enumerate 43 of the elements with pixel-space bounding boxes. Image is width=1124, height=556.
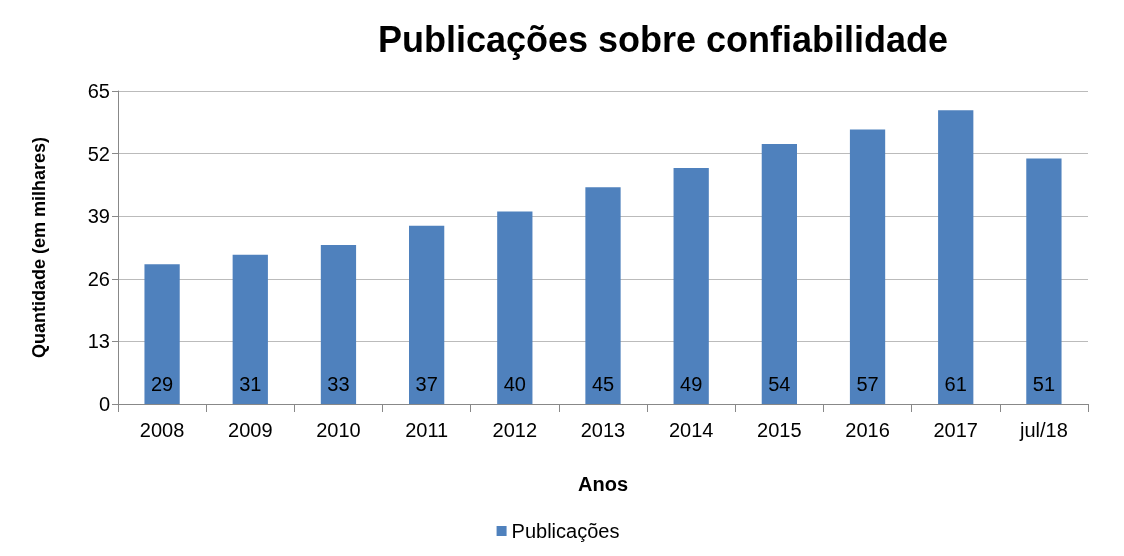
y-tick-label: 13 bbox=[87, 330, 110, 353]
bar bbox=[320, 245, 357, 404]
bar bbox=[761, 143, 797, 404]
data-label: 33 bbox=[327, 373, 350, 395]
data-label: 31 bbox=[239, 373, 262, 395]
data-label: 51 bbox=[1032, 373, 1056, 395]
data-label: 57 bbox=[856, 373, 879, 395]
y-tick-label: 65 bbox=[87, 80, 110, 102]
x-tick-label: 2009 bbox=[228, 419, 273, 441]
bar bbox=[938, 110, 974, 404]
bar bbox=[1026, 158, 1062, 404]
y-tick-label: 52 bbox=[87, 142, 110, 165]
x-axis-title: Anos bbox=[578, 473, 628, 495]
y-tick-label: 0 bbox=[98, 393, 110, 415]
x-tick-label: 2010 bbox=[316, 419, 361, 441]
bar bbox=[409, 225, 445, 404]
x-tick-label: 2011 bbox=[405, 419, 449, 441]
bar bbox=[232, 254, 268, 404]
bar bbox=[585, 187, 621, 404]
bar bbox=[144, 264, 180, 404]
x-tick-label: 2012 bbox=[492, 419, 538, 441]
data-label: 54 bbox=[768, 373, 791, 395]
x-tick-label: 2015 bbox=[757, 419, 802, 441]
data-label: 29 bbox=[150, 373, 174, 395]
x-tick-label: 2014 bbox=[668, 419, 714, 441]
legend-label: Publicações bbox=[511, 520, 620, 542]
bar bbox=[673, 168, 709, 404]
x-tick-label: jul/18 bbox=[1019, 419, 1068, 441]
x-tick-label: 2016 bbox=[845, 419, 890, 441]
data-label: 61 bbox=[944, 373, 967, 395]
data-label: 40 bbox=[503, 373, 526, 395]
x-tick-label: 2017 bbox=[933, 419, 978, 441]
data-label: 45 bbox=[591, 373, 615, 395]
y-tick-label: 39 bbox=[87, 205, 110, 228]
data-label: 37 bbox=[415, 373, 438, 395]
chart-title: Publicações sobre confiabilidade bbox=[377, 18, 949, 60]
y-tick-label: 26 bbox=[87, 267, 110, 290]
bar bbox=[849, 129, 886, 404]
x-tick-label: 2013 bbox=[580, 419, 626, 441]
bar bbox=[497, 211, 533, 404]
data-label: 49 bbox=[680, 373, 703, 395]
x-tick-label: 2008 bbox=[139, 419, 185, 441]
y-axis-title: Quantidade (em milhares) bbox=[29, 136, 49, 359]
